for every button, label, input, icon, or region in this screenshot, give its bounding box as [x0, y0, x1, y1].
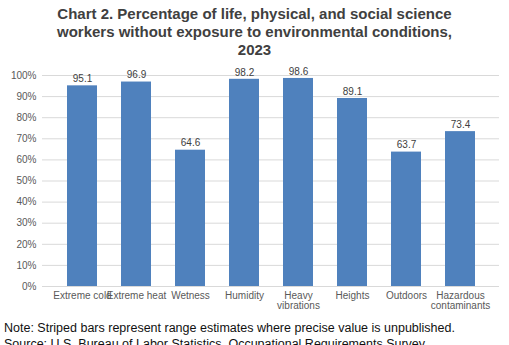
svg-text:89.1: 89.1: [343, 86, 363, 97]
svg-text:73.4: 73.4: [451, 119, 471, 130]
svg-text:100%: 100%: [11, 70, 37, 81]
svg-text:96.9: 96.9: [127, 69, 147, 80]
svg-text:63.7: 63.7: [397, 139, 417, 150]
svg-text:95.1: 95.1: [73, 73, 93, 84]
svg-text:Hazardouscontaminants: Hazardouscontaminants: [431, 290, 490, 311]
svg-text:Heights: Heights: [336, 290, 370, 301]
svg-text:Extreme cold: Extreme cold: [53, 290, 111, 301]
svg-text:30%: 30%: [16, 217, 36, 228]
svg-text:20%: 20%: [16, 239, 36, 250]
svg-text:98.2: 98.2: [235, 66, 255, 77]
svg-text:10%: 10%: [16, 260, 36, 271]
svg-text:64.6: 64.6: [181, 137, 201, 148]
svg-text:98.6: 98.6: [289, 66, 309, 77]
svg-text:60%: 60%: [16, 154, 36, 165]
svg-text:Heavyvibrations: Heavyvibrations: [277, 290, 320, 311]
svg-text:Humidity: Humidity: [225, 290, 264, 301]
html-text:Note: Striped bars represent r: Note: Striped bars represent range estim…: [4, 321, 455, 335]
html-text:Chart 2. Percentage of life, p: Chart 2. Percentage of life, physical, a…: [57, 5, 452, 58]
svg-text:Outdoors: Outdoors: [386, 290, 427, 301]
svg-text:Extreme heat: Extreme heat: [107, 290, 167, 301]
svg-text:70%: 70%: [16, 133, 36, 144]
svg-text:Wetness: Wetness: [171, 290, 210, 301]
svg-text:90%: 90%: [16, 91, 36, 102]
svg-text:80%: 80%: [16, 112, 36, 123]
svg-text:0%: 0%: [22, 281, 37, 292]
svg-text:50%: 50%: [16, 175, 36, 186]
svg-text:40%: 40%: [16, 196, 36, 207]
